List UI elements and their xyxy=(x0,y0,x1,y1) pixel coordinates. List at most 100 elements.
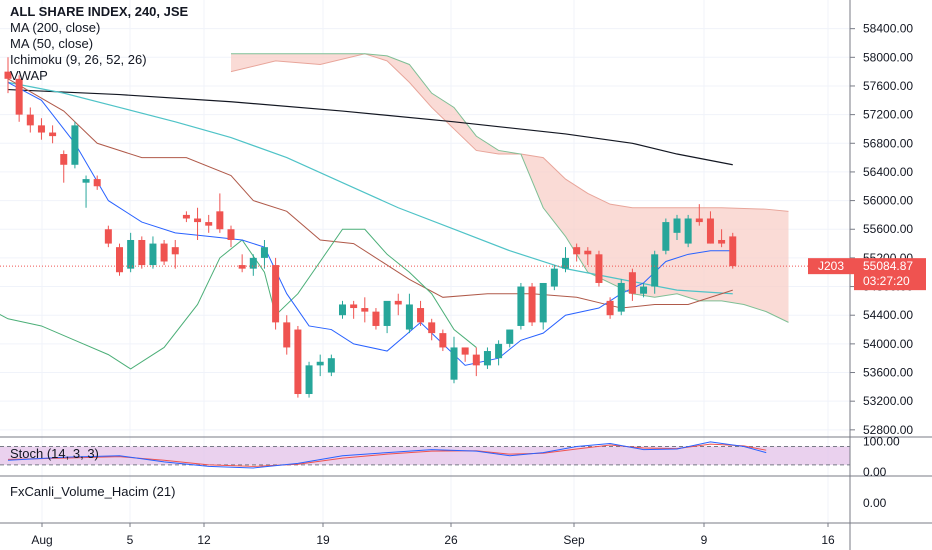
candle[interactable] xyxy=(573,243,581,262)
candle[interactable] xyxy=(26,107,34,133)
candle[interactable] xyxy=(49,125,57,144)
candle[interactable] xyxy=(461,347,469,362)
candle[interactable] xyxy=(305,361,313,398)
candle[interactable] xyxy=(339,300,346,319)
candle[interactable] xyxy=(651,250,659,294)
candle[interactable] xyxy=(729,232,737,269)
candle[interactable] xyxy=(316,354,324,377)
candle-body xyxy=(550,268,558,287)
candle[interactable] xyxy=(584,247,592,266)
candle[interactable] xyxy=(450,336,458,384)
y-tick-label: 56800.00 xyxy=(863,136,913,150)
x-tick-label: 19 xyxy=(316,533,330,547)
stoch-pane[interactable] xyxy=(0,441,850,469)
candle[interactable] xyxy=(695,204,703,226)
candle[interactable] xyxy=(673,214,681,240)
candle[interactable] xyxy=(383,300,391,334)
candle-body xyxy=(272,265,280,323)
candle[interactable] xyxy=(116,243,123,276)
candle[interactable] xyxy=(439,329,447,352)
candle[interactable] xyxy=(628,268,636,301)
stoch-band-fill xyxy=(0,446,850,465)
volume-pane-label: FxCanli_Volume_Hacim (21) xyxy=(10,484,176,499)
candle-body xyxy=(584,250,592,255)
candle[interactable] xyxy=(684,214,692,248)
ma50-line xyxy=(7,81,733,295)
candle[interactable] xyxy=(718,229,726,248)
candle[interactable] xyxy=(483,347,491,369)
candle[interactable] xyxy=(327,354,335,377)
candle[interactable] xyxy=(4,57,12,94)
candle[interactable] xyxy=(238,254,246,273)
symbol-tag-bg xyxy=(808,258,854,275)
y-tick-label: 53600.00 xyxy=(863,366,913,380)
candle[interactable] xyxy=(394,293,402,316)
stoch-k-line xyxy=(7,441,767,469)
candle[interactable] xyxy=(138,236,146,269)
candle[interactable] xyxy=(93,175,101,190)
candle[interactable] xyxy=(160,239,168,266)
candle[interactable] xyxy=(127,232,135,273)
candle[interactable] xyxy=(37,118,45,140)
candle[interactable] xyxy=(539,282,547,330)
legend-ma200: MA (200, close) xyxy=(10,20,101,35)
time-axis[interactable]: Aug 5 12 19 26 Sep 9 16 xyxy=(31,523,835,547)
candle[interactable] xyxy=(617,279,625,316)
candle-body xyxy=(93,179,101,187)
candle[interactable] xyxy=(372,308,380,330)
candle[interactable] xyxy=(82,175,90,208)
candle[interactable] xyxy=(15,75,23,122)
candle-body xyxy=(539,282,547,323)
candle[interactable] xyxy=(60,150,68,183)
candle-body xyxy=(294,329,302,395)
candle[interactable] xyxy=(104,225,112,248)
candle[interactable] xyxy=(249,254,257,276)
candle[interactable] xyxy=(595,250,603,287)
candle-body xyxy=(617,282,625,312)
candle[interactable] xyxy=(350,300,358,319)
candle[interactable] xyxy=(205,214,213,233)
candle[interactable] xyxy=(405,293,413,334)
candle[interactable] xyxy=(227,225,235,248)
candles[interactable] xyxy=(4,57,737,398)
candle-body xyxy=(439,333,447,348)
candle[interactable] xyxy=(640,282,648,298)
candle[interactable] xyxy=(417,300,425,326)
candle[interactable] xyxy=(706,211,714,244)
stoch-pane-label: Stoch (14, 3, 3) xyxy=(10,446,99,461)
grid xyxy=(0,0,850,523)
candle[interactable] xyxy=(495,340,503,366)
candle[interactable] xyxy=(272,257,280,330)
candle[interactable] xyxy=(472,347,480,377)
candle[interactable] xyxy=(216,193,224,233)
chikou-line xyxy=(0,228,477,370)
candle[interactable] xyxy=(506,329,514,348)
candle[interactable] xyxy=(182,211,190,223)
candle-body xyxy=(428,322,436,334)
candle[interactable] xyxy=(149,236,157,269)
candle[interactable] xyxy=(517,282,525,330)
volume-tick-0: 0.00 xyxy=(863,496,887,510)
candle-body xyxy=(695,218,703,223)
candle[interactable] xyxy=(528,282,536,326)
candle[interactable] xyxy=(562,247,569,273)
candle-body xyxy=(327,358,335,373)
candle[interactable] xyxy=(260,239,268,269)
candle[interactable] xyxy=(550,265,558,291)
candle-body xyxy=(706,218,714,244)
candle[interactable] xyxy=(606,297,614,319)
candle[interactable] xyxy=(662,218,670,255)
candle[interactable] xyxy=(283,315,291,355)
candle[interactable] xyxy=(71,121,79,169)
candle[interactable] xyxy=(294,325,302,398)
candle[interactable] xyxy=(428,318,436,341)
candle-body xyxy=(194,218,202,223)
candle[interactable] xyxy=(361,297,369,323)
candle[interactable] xyxy=(171,239,179,269)
candle-body xyxy=(350,304,358,309)
candle[interactable] xyxy=(194,207,202,240)
senkou-span-a xyxy=(230,53,789,212)
